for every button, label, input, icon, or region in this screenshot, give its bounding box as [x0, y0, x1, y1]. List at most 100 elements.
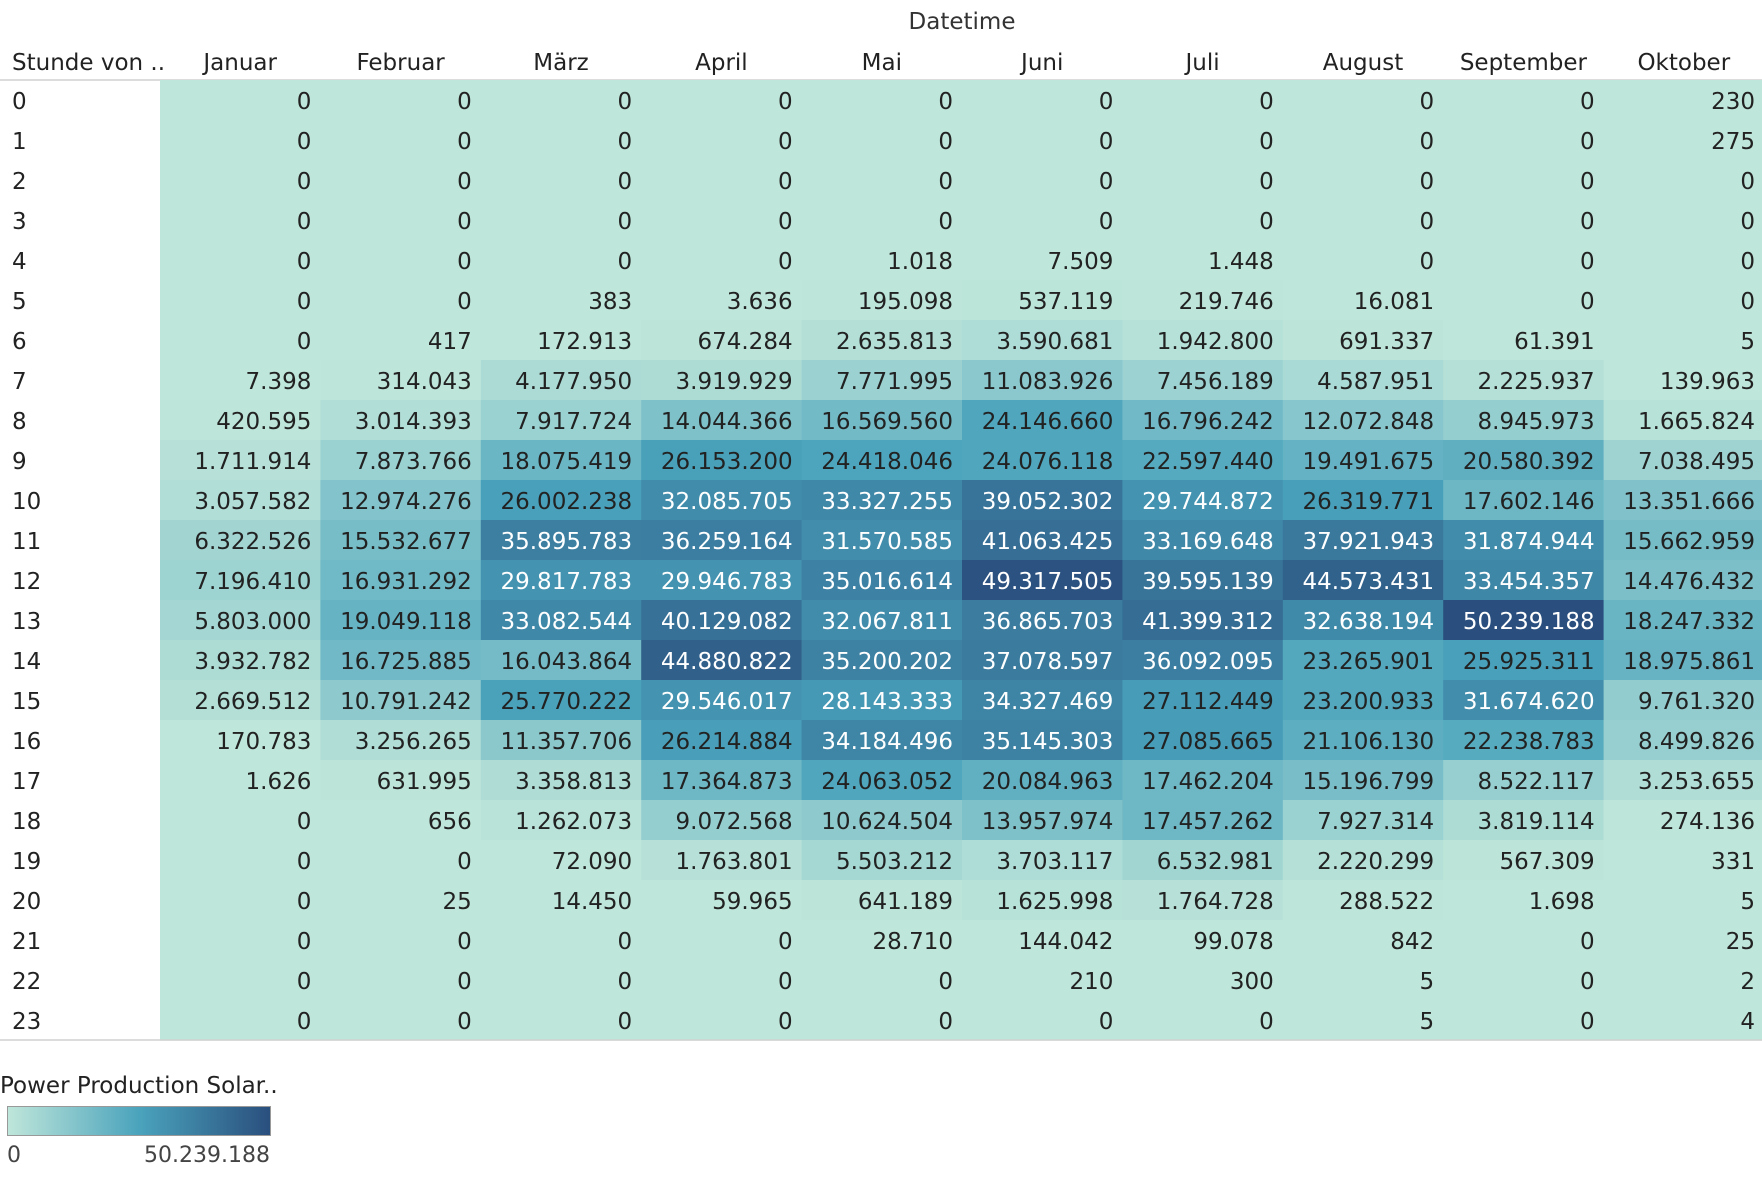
heatmap-cell: [1122, 240, 1284, 281]
cell-value-label: 20.084.963: [982, 769, 1114, 795]
row-label: 8: [12, 409, 27, 435]
heatmap-cell: [1122, 640, 1284, 681]
cell-value-label: 300: [1230, 969, 1274, 995]
heatmap-cell: [641, 760, 803, 801]
heatmap-cell: [1282, 600, 1444, 641]
cell-value-label: 61.391: [1514, 329, 1594, 355]
cell-value-label: 3.256.265: [355, 729, 472, 755]
heatmap-cell: [962, 760, 1123, 801]
heatmap-cell: [641, 400, 803, 441]
cell-value-label: 0: [457, 89, 472, 115]
heatmap-cell: [641, 1000, 803, 1041]
cell-value-label: 0: [1099, 1009, 1114, 1035]
cell-value-label: 23.265.901: [1302, 649, 1434, 675]
cell-value-label: 1.448: [1208, 249, 1274, 275]
cell-value-label: 35.895.783: [500, 529, 632, 555]
cell-value-label: 14.044.366: [661, 409, 793, 435]
cell-value-label: 275: [1711, 129, 1755, 155]
cell-value-label: 7.917.724: [515, 409, 632, 435]
cell-value-label: 13.351.666: [1623, 489, 1755, 515]
cell-value-label: 24.146.660: [982, 409, 1114, 435]
heatmap-cell: [1443, 520, 1605, 561]
cell-value-label: 20.580.392: [1463, 449, 1595, 475]
heatmap-cell: [320, 160, 482, 201]
column-label: Februar: [356, 50, 445, 76]
cell-value-label: 3.703.117: [996, 849, 1113, 875]
cell-value-label: 8.945.973: [1478, 409, 1595, 435]
cell-value-label: 0: [1740, 289, 1755, 315]
heatmap-cell: [1122, 600, 1284, 641]
row-label: 18: [12, 809, 41, 835]
cell-value-label: 314.043: [377, 369, 472, 395]
cell-value-label: 656: [428, 809, 472, 835]
cell-value-label: 44.573.431: [1302, 569, 1434, 595]
heatmap-cell: [962, 520, 1123, 561]
heatmap-cell: [801, 960, 963, 1001]
heatmap-cell: [160, 400, 321, 441]
cell-value-label: 0: [938, 129, 953, 155]
cell-value-label: 195.098: [858, 289, 953, 315]
cell-value-label: 0: [938, 169, 953, 195]
cell-value-label: 13.957.974: [982, 809, 1114, 835]
cell-value-label: 40.129.082: [661, 609, 793, 635]
heatmap-cell: [962, 440, 1123, 481]
heatmap-cell: [1443, 600, 1605, 641]
heatmap-cell: [160, 720, 321, 761]
cell-value-label: 0: [457, 929, 472, 955]
heatmap-cell: [962, 280, 1123, 321]
heatmap-cell: [1443, 880, 1605, 921]
row-label: 17: [12, 769, 41, 795]
heatmap-cell: [801, 720, 963, 761]
cell-value-label: 641.189: [858, 889, 953, 915]
heatmap-cell: [1282, 920, 1444, 961]
heatmap-cell: [160, 840, 321, 881]
heatmap-cell: [641, 720, 803, 761]
heatmap-cell: [1443, 400, 1605, 441]
cell-value-label: 0: [1420, 129, 1435, 155]
heatmap-cell: [1443, 960, 1605, 1001]
heatmap-cell: [1282, 520, 1444, 561]
heatmap-cell: [160, 760, 321, 801]
heatmap-cell: [1282, 400, 1444, 441]
cell-value-label: 691.337: [1339, 329, 1434, 355]
heatmap-cell: [1122, 120, 1284, 161]
cell-value-label: 37.078.597: [982, 649, 1114, 675]
cell-value-label: 4.177.950: [515, 369, 632, 395]
cell-value-label: 44.880.822: [661, 649, 793, 675]
cell-value-label: 3.819.114: [1478, 809, 1595, 835]
heatmap-cell: [160, 320, 321, 361]
heatmap-cell: [641, 120, 803, 161]
heatmap-cell: [320, 600, 482, 641]
heatmap-cell: [320, 80, 482, 121]
cell-value-label: 16.043.864: [500, 649, 632, 675]
legend-max-label: 50.239.188: [144, 1143, 270, 1168]
legend-title: Power Production Solar..: [0, 1073, 278, 1099]
cell-value-label: 0: [1099, 209, 1114, 235]
heatmap-cell: [480, 200, 642, 241]
cell-value-label: 16.931.292: [340, 569, 472, 595]
cell-value-label: 24.076.118: [982, 449, 1114, 475]
cell-value-label: 5: [1420, 1009, 1435, 1035]
heatmap-cell: [320, 920, 482, 961]
row-label: 9: [12, 449, 27, 475]
heatmap-cell: [1603, 720, 1762, 761]
column-label: März: [533, 50, 588, 76]
cell-value-label: 0: [1099, 89, 1114, 115]
heatmap-cell: [1603, 480, 1762, 521]
cell-value-label: 0: [297, 969, 312, 995]
cell-value-label: 14.476.432: [1623, 569, 1755, 595]
cell-value-label: 14.450: [552, 889, 632, 915]
heatmap-cell: [1603, 880, 1762, 921]
heatmap-cell: [801, 680, 963, 721]
heatmap-cell: [962, 960, 1123, 1001]
cell-value-label: 0: [1580, 209, 1595, 235]
heatmap-cell: [801, 520, 963, 561]
heatmap-cell: [1122, 280, 1284, 321]
cell-value-label: 4: [1740, 1009, 1755, 1035]
cell-value-label: 25: [443, 889, 472, 915]
cell-value-label: 19.491.675: [1302, 449, 1434, 475]
heatmap-cell: [160, 600, 321, 641]
cell-value-label: 9.761.320: [1638, 689, 1755, 715]
row-label: 15: [12, 689, 41, 715]
cell-value-label: 7.509: [1048, 249, 1114, 275]
